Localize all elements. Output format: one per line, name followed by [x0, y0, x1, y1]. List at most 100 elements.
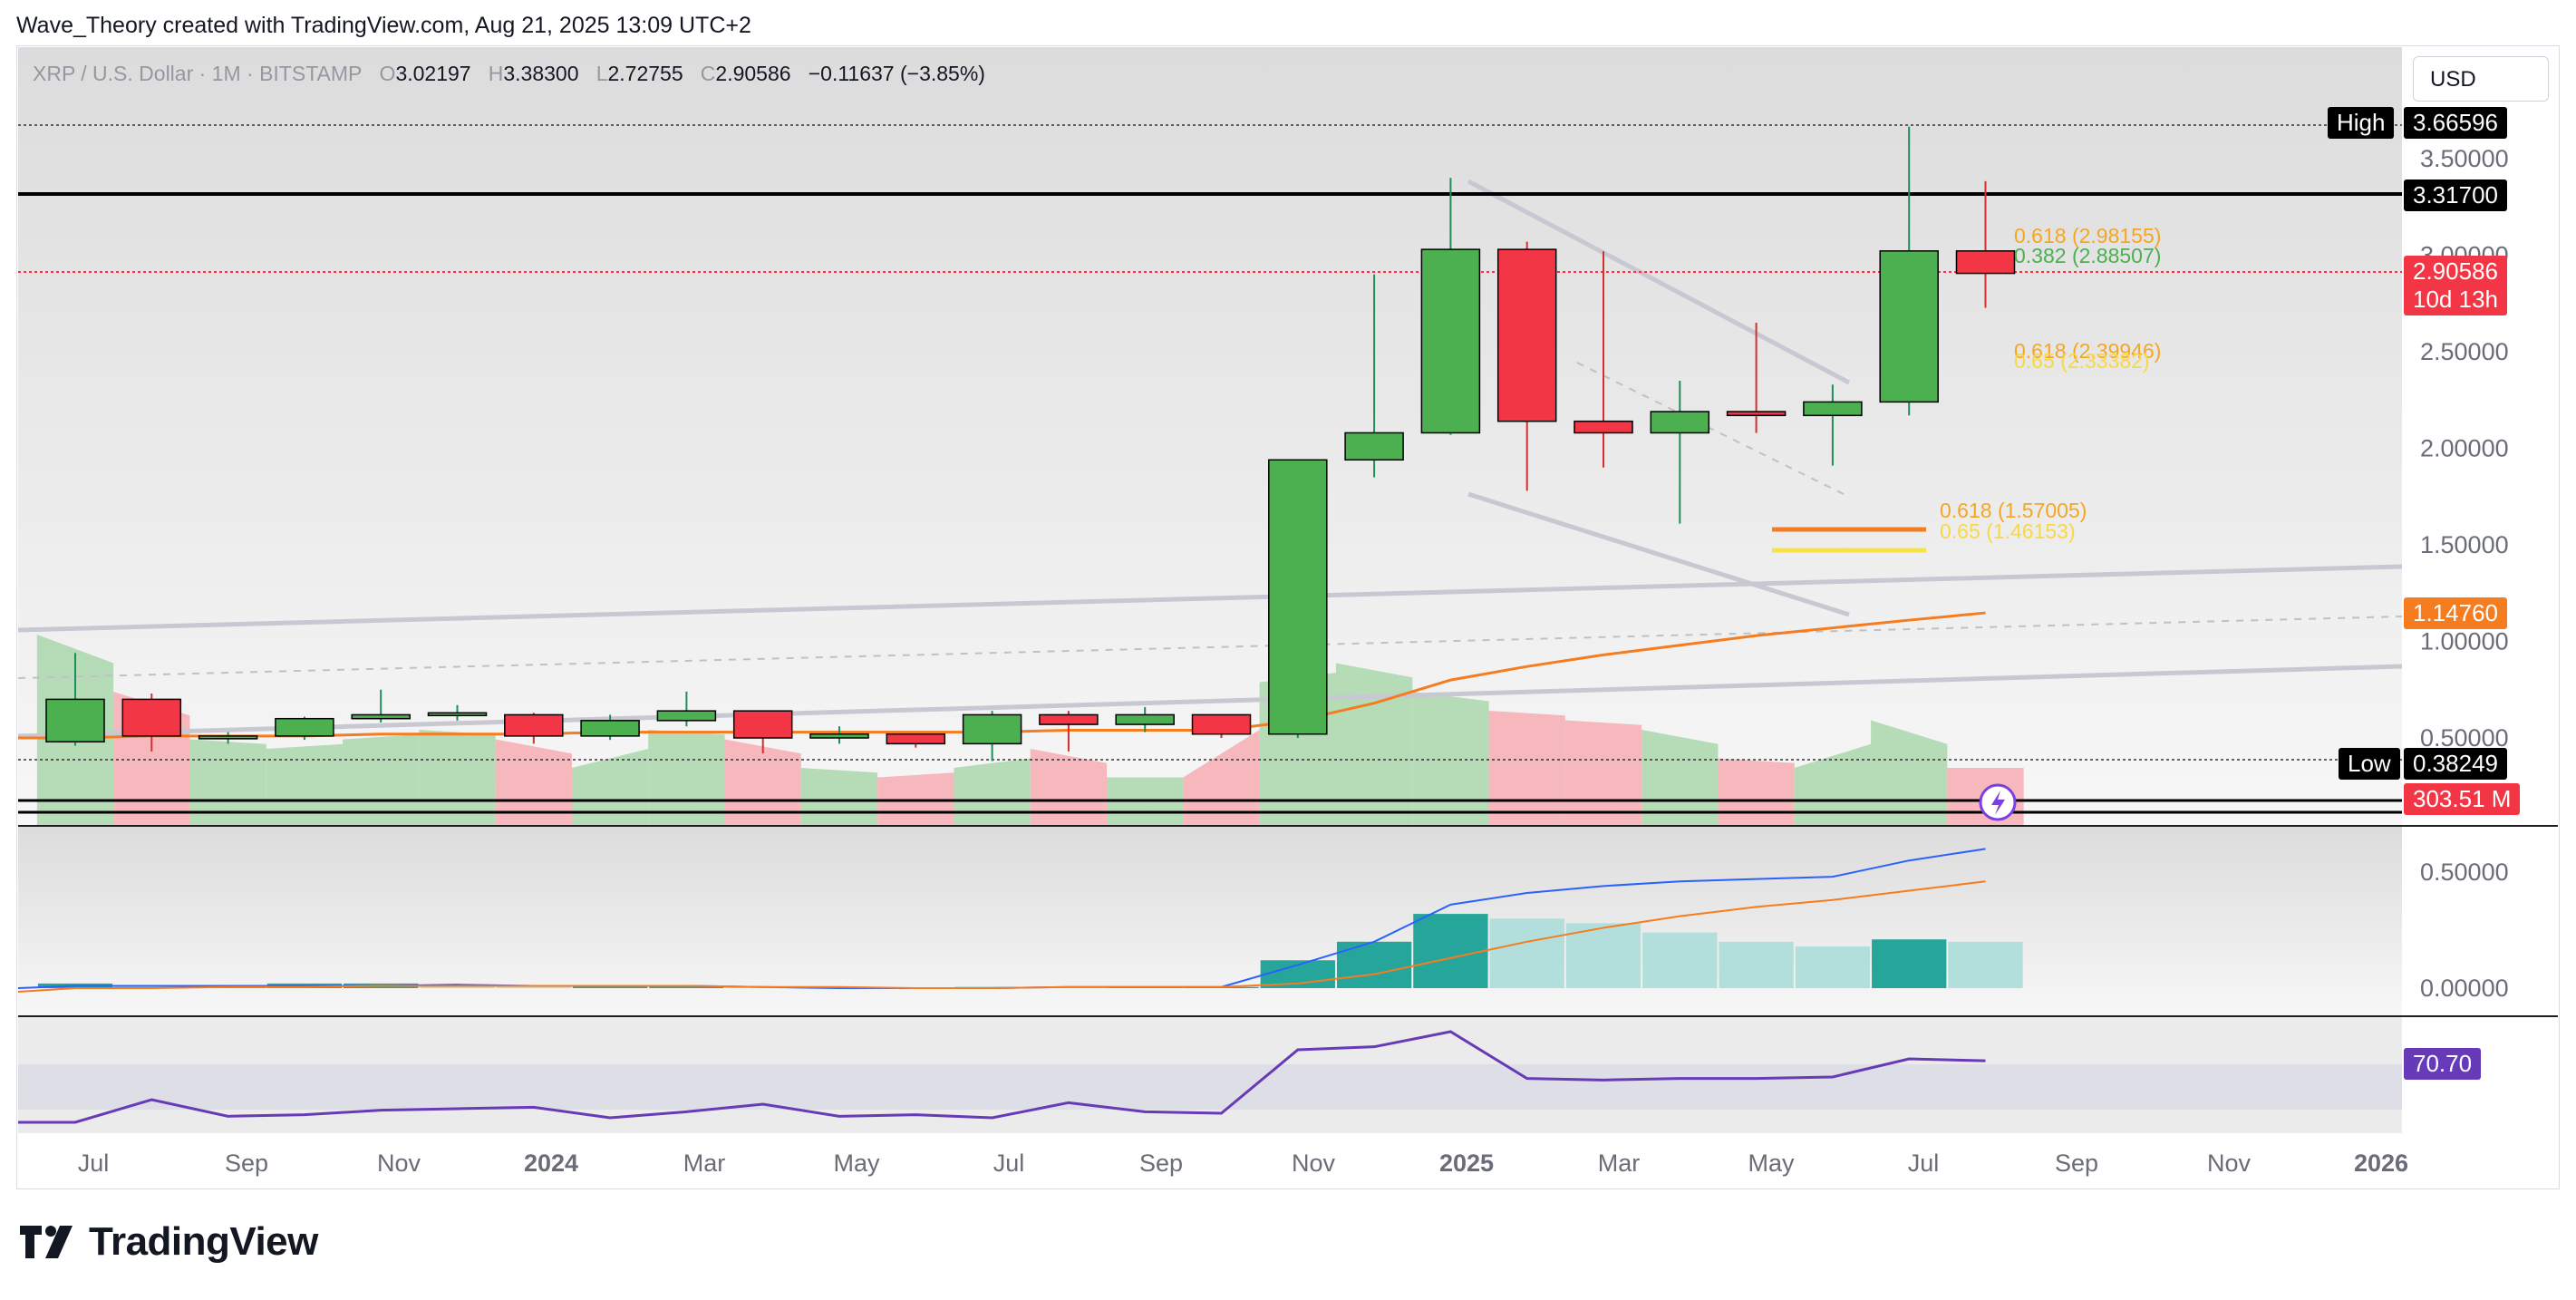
candle-body [580, 720, 640, 737]
time-axis-tick: 2024 [524, 1150, 578, 1177]
volume-area-segment [648, 730, 725, 825]
macd-histogram-bar [1948, 941, 2023, 988]
time-axis-tick: Jul [1908, 1150, 1940, 1177]
close-value: 2.90586 [715, 62, 791, 85]
candle-body [732, 710, 793, 739]
macd-histogram-bar [114, 985, 189, 988]
candle-body [1496, 248, 1557, 422]
candle-body [1191, 713, 1252, 735]
resistance-price-tag: 3.31700 [2404, 179, 2507, 211]
fib-label: 0.382 (2.88507) [2014, 244, 2161, 267]
candle-body [886, 732, 946, 745]
fib-label: 0.618 (2.98155) [2014, 224, 2161, 247]
price-axis-tick: 0.50000 [2420, 724, 2509, 752]
volume-area-segment [266, 743, 344, 825]
macd-histogram-bar [1642, 932, 1718, 988]
time-axis-tick: Sep [225, 1150, 268, 1177]
candle-body [1574, 420, 1633, 434]
time-axis-tick: May [1748, 1150, 1795, 1177]
signal-line [17, 880, 1986, 993]
candle-body [1955, 250, 2016, 275]
lightning-icon [1991, 791, 2005, 815]
rsi-line [18, 1030, 1986, 1124]
candle-body [1879, 250, 1939, 403]
tradingview-logo-icon [20, 1226, 73, 1258]
lower-channel-line [17, 664, 2403, 739]
time-axis-tick: Jul [993, 1150, 1025, 1177]
candle-body [45, 698, 105, 743]
fib-label: 0.65 (2.33382) [2014, 349, 2150, 373]
volume-area-segment [1030, 749, 1108, 825]
candle-body [962, 713, 1022, 745]
wedge-midline [1576, 362, 1850, 498]
candle-body [1420, 248, 1481, 434]
fib-label: 0.618 (1.57005) [1940, 499, 2087, 522]
time-axis-tick: Mar [683, 1150, 726, 1177]
volume-area-segment [419, 730, 496, 825]
volume-area-segment [571, 749, 649, 825]
candle-body [1726, 411, 1787, 417]
candle-body [809, 732, 869, 739]
currency-button[interactable]: USD [2413, 56, 2549, 102]
low-value: 2.72755 [607, 62, 683, 85]
volume-tag: 303.51 M [2404, 783, 2521, 815]
time-axis-tick: Nov [377, 1150, 421, 1177]
rsi-value-tag: 70.70 [2404, 1048, 2482, 1080]
channel-midline [17, 616, 2403, 679]
candle-body [1344, 432, 1404, 461]
time-axis-tick: Sep [1139, 1150, 1183, 1177]
fib-label: 0.618 (2.39946) [2014, 339, 2161, 363]
wedge-lower-line [1467, 491, 1850, 617]
candle-body [427, 712, 488, 717]
macd-histogram-bar [1413, 914, 1488, 988]
volume-area-segment [1718, 758, 1795, 825]
ohlc-legend: XRP / U.S. Dollar · 1M · BITSTAMP O3.021… [33, 62, 985, 86]
main-pane-background [18, 47, 2402, 825]
volume-area-segment [343, 734, 420, 825]
volume-area-segment [1641, 730, 1719, 825]
macd-histogram-bar [1336, 941, 1412, 988]
macd-axis-tick: 0.50000 [2420, 859, 2509, 886]
time-axis-tick: Nov [2207, 1150, 2252, 1177]
candle-body [1115, 713, 1175, 725]
price-axis-tick: 3.50000 [2420, 145, 2509, 172]
volume-area-segment [1335, 663, 1413, 825]
time-axis-tick: Nov [1292, 1150, 1336, 1177]
symbol-label: XRP / U.S. Dollar · 1M · BITSTAMP [33, 62, 363, 85]
low-price-tag: 0.38249 [2404, 748, 2507, 780]
ema-price-tag: 1.14760 [2404, 597, 2507, 629]
wedge-upper-line [1467, 179, 1851, 385]
tradingview-logo[interactable]: TradingView [20, 1219, 318, 1265]
last-price-value: 2.90586 [2413, 257, 2498, 285]
price-axis-tick: 2.00000 [2420, 435, 2509, 462]
brand-name: TradingView [89, 1219, 318, 1264]
volume-area-segment [1412, 692, 1489, 825]
high-tag-label: High [2328, 107, 2395, 139]
candle-body [198, 735, 258, 740]
candle-body [1268, 459, 1328, 735]
volume-area-segment [1564, 720, 1642, 825]
macd-histogram-bar [572, 985, 648, 988]
macd-histogram-bar [649, 985, 724, 988]
macd-histogram-bar [1489, 918, 1564, 988]
volume-area-segment [877, 772, 954, 825]
macd-histogram-bar [1795, 946, 1871, 988]
volume-area-segment [1488, 711, 1565, 825]
high-label: H [488, 62, 504, 85]
macd-histogram-bar [1565, 923, 1641, 988]
fib-label: 0.65 (1.46153) [1940, 519, 2076, 543]
candle-body [656, 710, 717, 722]
macd-histogram-bar [1872, 939, 1947, 988]
candle-body [504, 713, 564, 737]
time-axis-tick: Sep [2055, 1150, 2098, 1177]
author-credit: Wave_Theory created with TradingView.com… [16, 13, 751, 38]
last-price-tag: 2.90586 10d 13h [2404, 256, 2507, 315]
candle-body [121, 698, 182, 737]
candle-body [1803, 401, 1863, 417]
time-axis-tick: Jul [78, 1150, 110, 1177]
candle-body [1650, 411, 1710, 434]
bar-countdown: 10d 13h [2413, 286, 2498, 313]
time-axis-tick: 2025 [1439, 1150, 1494, 1177]
macd-histogram-bar [1719, 941, 1794, 988]
